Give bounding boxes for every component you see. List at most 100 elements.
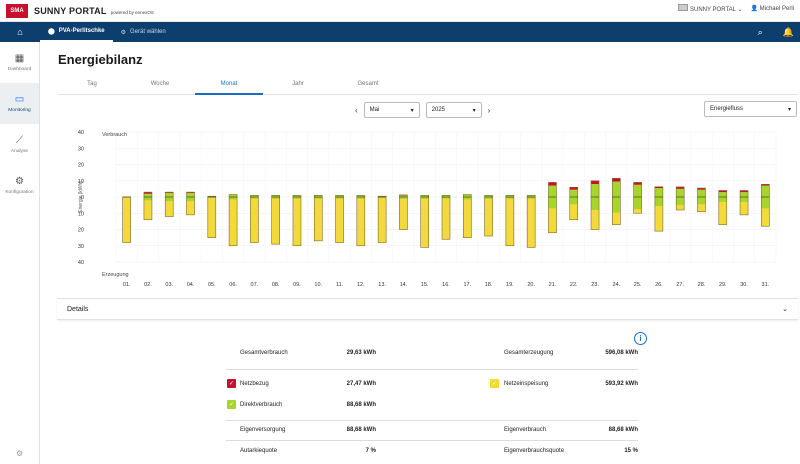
bar-outline <box>675 186 685 211</box>
x-tick-label: 05. <box>208 282 216 288</box>
info-icon[interactable]: i <box>634 332 647 345</box>
bar-direct <box>697 189 706 197</box>
bar-direct <box>505 195 514 197</box>
device-label: Gerät wählen <box>130 29 166 35</box>
search-icon[interactable]: ⌕ <box>757 26 763 37</box>
user-menu[interactable]: 👤 Michael Perli <box>750 5 794 12</box>
caret-down-icon: ▾ <box>472 107 476 114</box>
bar-outline <box>761 184 770 227</box>
sidebar-item-label: Konfiguration <box>5 190 34 195</box>
monitor-icon: ▭ <box>14 94 25 105</box>
bar-direct <box>442 195 450 197</box>
bar-direct <box>612 181 621 197</box>
bar-outline <box>250 195 259 243</box>
bar-direct-generation <box>463 197 472 200</box>
self-consumption-value: 88,68 kWh <box>608 427 638 433</box>
plant-selector[interactable]: ⬤ PVA-Perlitschke <box>40 22 113 42</box>
grid-purchase-swatch[interactable]: ✓ <box>227 379 236 388</box>
y-axis-label: Energie [kWh] <box>78 181 84 213</box>
x-tick-label: 25. <box>634 282 642 288</box>
bar-direct-generation <box>378 197 387 198</box>
bar-feed-in <box>314 197 323 241</box>
bar-outline <box>207 195 217 238</box>
feed-in-swatch[interactable]: ✓ <box>490 379 499 388</box>
bar-direct-generation <box>654 197 663 206</box>
bar-direct-generation <box>229 197 238 200</box>
user-name: Michael Perli <box>759 6 794 12</box>
month-select[interactable]: Mai ▾ <box>363 102 420 118</box>
y-tick-label: 10 <box>78 211 84 217</box>
x-tick-label: 04. <box>187 282 195 288</box>
gear-icon: ⚙ <box>15 176 24 187</box>
view-select[interactable]: Energiefluss ▾ <box>704 101 797 117</box>
x-tick-label: 30. <box>740 282 748 288</box>
tab-year[interactable]: Jahr <box>292 81 304 87</box>
y-tick-label: 40 <box>78 130 84 136</box>
divider <box>226 440 638 441</box>
sidebar-item-configuration[interactable]: ⚙ Konfiguration <box>0 165 39 206</box>
bar-feed-in <box>761 197 770 227</box>
bar-direct-generation <box>356 197 365 199</box>
chevron-left-icon[interactable]: ‹ <box>355 105 358 115</box>
bar-feed-in <box>740 197 749 215</box>
tab-week[interactable]: Woche <box>150 81 170 87</box>
bar-direct <box>761 185 770 197</box>
bar-direct-generation <box>676 197 685 206</box>
grid-purchase-value: 27,47 kWh <box>346 381 376 387</box>
tab-month[interactable]: Monat <box>195 76 263 95</box>
direct-swatch[interactable]: ✓ <box>227 400 236 409</box>
bar-direct-generation <box>292 197 301 199</box>
home-icon[interactable]: ⌂ <box>17 27 23 37</box>
tab-total[interactable]: Gesamt <box>357 81 379 87</box>
bar-direct <box>335 195 344 197</box>
portal-switch[interactable]: SUNNY PORTAL ⌄ <box>677 4 742 13</box>
bar-direct-generation <box>484 197 493 199</box>
details-panel[interactable]: Details ⌄ <box>57 298 798 320</box>
bar-outline <box>590 180 600 230</box>
x-tick-label: 14. <box>400 282 408 288</box>
sidebar-item-label: Monitoring <box>8 108 31 113</box>
bar-direct-generation <box>250 197 259 199</box>
self-consumption-label: Eigenverbrauch <box>504 427 547 433</box>
bell-icon[interactable]: 🔔 <box>782 26 794 37</box>
bar-outline <box>441 195 451 240</box>
portal-switch-label: SUNNY PORTAL <box>689 7 736 13</box>
settings-icon[interactable]: ⚙ <box>16 449 24 458</box>
bar-feed-in <box>420 197 429 248</box>
bar-outline <box>335 195 344 243</box>
bar-direct-generation <box>761 197 770 209</box>
sidebar-item-dashboard[interactable]: ▦ Dashboard <box>0 42 39 83</box>
bar-feed-in <box>484 197 493 236</box>
year-select[interactable]: 2025 ▾ <box>425 102 482 118</box>
x-tick-label: 09. <box>293 282 301 288</box>
page-title: Energiebilanz <box>58 52 143 67</box>
x-tick-label: 10. <box>314 282 322 288</box>
bar-outline <box>228 194 238 247</box>
details-label: Details <box>67 305 89 313</box>
bar-direct-generation <box>740 197 749 202</box>
period-tabs: Tag Woche Monat Jahr Gesamt <box>58 76 798 95</box>
x-tick-label: 20. <box>527 282 535 288</box>
year-value: 2025 <box>431 107 446 113</box>
bar-direct-generation <box>399 197 408 199</box>
bar-direct-generation <box>505 197 514 199</box>
y-tick-label: 10 <box>78 179 84 185</box>
grid-purchase-label: Netzbezug <box>240 381 269 387</box>
tab-day[interactable]: Tag <box>87 81 97 87</box>
x-tick-label: 02. <box>144 282 152 288</box>
sidebar-item-monitoring[interactable]: ▭ Monitoring <box>0 83 39 124</box>
bar-feed-in <box>143 197 152 220</box>
bar-feed-in <box>122 197 131 243</box>
period-controls: ‹ Mai ▾ 2025 ▾ › <box>355 101 490 119</box>
bar-feed-in <box>548 197 557 233</box>
sidebar-item-analysis[interactable]: ⟋ Analyse <box>0 124 39 165</box>
chevron-right-icon[interactable]: › <box>487 105 491 115</box>
bar-outline <box>356 195 366 247</box>
device-selector[interactable]: ⚙ Gerät wählen <box>113 22 174 42</box>
bar-direct <box>740 192 749 197</box>
bar-direct <box>718 192 727 197</box>
consumption-label: Verbrauch <box>102 132 127 138</box>
bar-feed-in <box>463 197 472 238</box>
bar-outline <box>697 187 706 212</box>
y-tick-label: 30 <box>78 244 84 250</box>
